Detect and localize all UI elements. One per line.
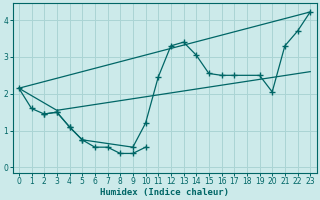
X-axis label: Humidex (Indice chaleur): Humidex (Indice chaleur) xyxy=(100,188,229,197)
